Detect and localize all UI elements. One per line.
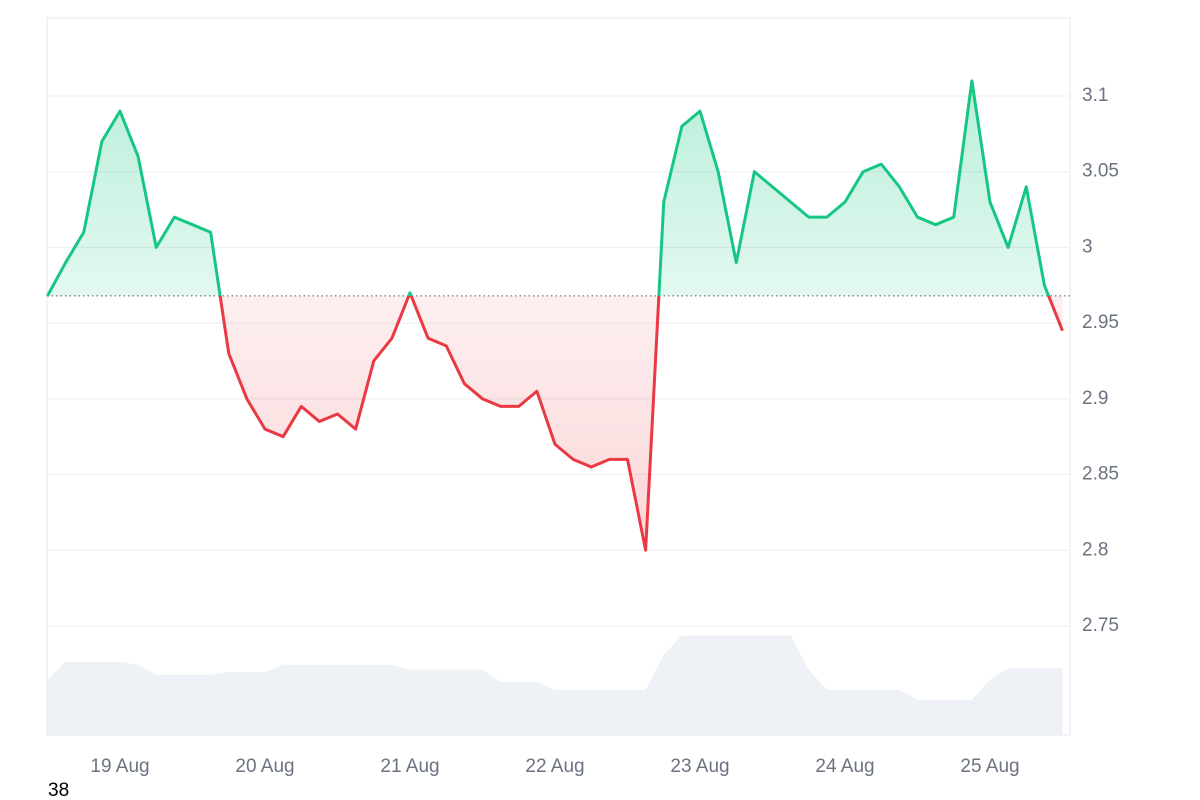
y-tick-label: 2.75	[1082, 615, 1119, 636]
volume-area	[47, 635, 1070, 735]
x-tick-label: 23 Aug	[670, 756, 729, 777]
price-area	[47, 80, 1063, 551]
y-tick-label: 3.1	[1082, 85, 1108, 106]
price-line	[46, 79, 1064, 552]
footer-text: 38	[48, 780, 69, 800]
y-tick-label: 2.95	[1082, 312, 1119, 333]
x-tick-label: 25 Aug	[960, 756, 1019, 777]
y-tick-label: 3	[1082, 236, 1093, 257]
x-tick-label: 22 Aug	[525, 756, 584, 777]
x-tick-label: 20 Aug	[235, 756, 294, 777]
x-tick-label: 19 Aug	[90, 756, 149, 777]
y-tick-label: 2.8	[1082, 539, 1108, 560]
x-tick-label: 24 Aug	[815, 756, 874, 777]
y-tick-label: 2.9	[1082, 388, 1108, 409]
x-tick-label: 21 Aug	[380, 756, 439, 777]
y-tick-label: 3.05	[1082, 161, 1119, 182]
y-tick-label: 2.85	[1082, 464, 1119, 485]
